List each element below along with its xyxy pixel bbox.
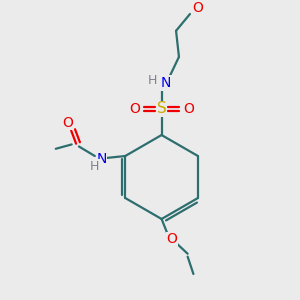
Text: H: H <box>90 160 100 173</box>
Text: O: O <box>192 1 203 15</box>
Text: O: O <box>62 116 73 130</box>
Text: O: O <box>166 232 177 246</box>
Text: O: O <box>183 102 194 116</box>
Text: H: H <box>148 74 158 87</box>
Text: O: O <box>129 102 140 116</box>
Text: N: N <box>161 76 171 90</box>
Text: S: S <box>157 101 166 116</box>
Text: N: N <box>96 152 107 166</box>
